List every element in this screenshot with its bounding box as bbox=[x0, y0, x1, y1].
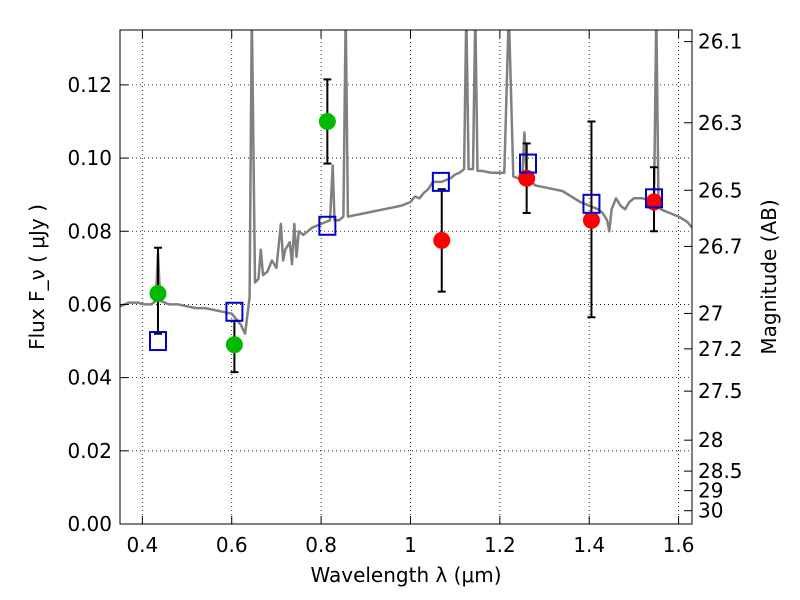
model-square-marker bbox=[518, 153, 537, 174]
model-square-marker bbox=[225, 301, 244, 322]
x-axis-label: Wavelength λ (μm) bbox=[310, 563, 501, 587]
right-tick-label: 27 bbox=[698, 301, 723, 325]
y-tick-label: 0.06 bbox=[67, 292, 112, 316]
right-tick-label: 26.7 bbox=[698, 234, 743, 258]
right-tick-label: 28.5 bbox=[698, 459, 743, 483]
y-axis-label: Flux F_ν ( μJy ) bbox=[25, 204, 49, 350]
spectrum-layer bbox=[120, 30, 692, 335]
x-tick-label: 0.4 bbox=[126, 533, 158, 557]
y-tick-label: 0.12 bbox=[67, 73, 112, 97]
data-point-marker bbox=[318, 112, 336, 130]
right-tick-label: 30 bbox=[698, 499, 723, 523]
plot-frame bbox=[119, 29, 693, 525]
x-tick-label: 1 bbox=[404, 533, 417, 557]
right-tick-label: 26.5 bbox=[698, 178, 743, 202]
data-point-marker bbox=[149, 284, 167, 302]
right-tick-label: 26.1 bbox=[698, 30, 743, 54]
model-square-marker bbox=[431, 171, 450, 192]
data-point-marker bbox=[433, 231, 451, 249]
model-square-marker bbox=[318, 215, 337, 236]
data-point-marker bbox=[225, 336, 243, 354]
x-tick-label: 1.4 bbox=[573, 533, 605, 557]
y-tick-label: 0.10 bbox=[67, 146, 112, 170]
y-tick-label: 0.04 bbox=[67, 366, 112, 390]
right-tick-label: 27.2 bbox=[698, 337, 743, 361]
x-tick-label: 1.2 bbox=[484, 533, 516, 557]
data-point-marker bbox=[518, 169, 536, 187]
model-square-marker bbox=[645, 188, 664, 209]
x-tick-label: 0.6 bbox=[216, 533, 248, 557]
y-tick-label: 0.02 bbox=[67, 439, 112, 463]
x-tick-label: 0.8 bbox=[305, 533, 337, 557]
spectrum-line bbox=[120, 30, 692, 335]
grid-layer bbox=[120, 30, 692, 524]
data-point-marker bbox=[582, 211, 600, 229]
model-square-marker bbox=[582, 193, 601, 214]
points-layer bbox=[148, 78, 664, 374]
x-tick-label: 1.6 bbox=[663, 533, 695, 557]
right-tick-label: 26.3 bbox=[698, 111, 743, 135]
model-square-marker bbox=[148, 331, 167, 352]
y-axis-label-right: Magnitude (AB) bbox=[757, 199, 781, 354]
right-tick-label: 29 bbox=[698, 479, 723, 503]
y-tick-label: 0.08 bbox=[67, 219, 112, 243]
right-tick-label: 27.5 bbox=[698, 379, 743, 403]
ticks-layer: 0.4 0.6 0.8 1 1.2 1.4 1.6 0.00 0.02 0.04 0.06 0.08 0… bbox=[67, 30, 742, 557]
right-tick-label: 28 bbox=[698, 428, 723, 452]
y-tick-label: 0.00 bbox=[67, 512, 112, 536]
